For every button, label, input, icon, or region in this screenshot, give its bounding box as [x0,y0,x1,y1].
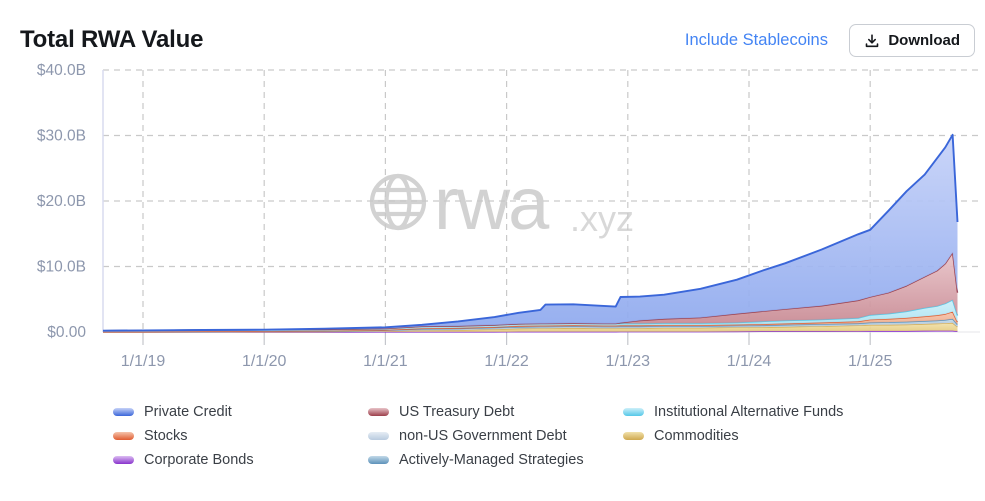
legend-label-inst_alt_funds: Institutional Alternative Funds [654,404,844,420]
download-button[interactable]: Download [849,24,975,57]
legend-item-non_us_gov[interactable]: non-US Government Debt [368,425,623,447]
legend-swatch-stocks [113,432,134,440]
legend-item-actively_managed[interactable]: Actively-Managed Strategies [368,449,623,471]
y-tick-label: $0.00 [47,324,86,341]
legend-label-corporate_bonds: Corporate Bonds [144,452,254,468]
line-private_credit [102,133,959,332]
legend-label-stocks: Stocks [144,428,188,444]
watermark: rwa .xyz [369,162,634,245]
globe-icon [369,173,427,231]
x-tick-label: 1/1/20 [242,353,287,370]
legend-swatch-actively_managed [368,456,389,464]
legend-item-us_treasury[interactable]: US Treasury Debt [368,401,623,423]
x-tick-label: 1/1/21 [363,353,408,370]
legend-item-commodities[interactable]: Commodities [623,425,943,447]
legend-label-non_us_gov: non-US Government Debt [399,428,567,444]
legend-swatch-private_credit [113,408,134,416]
legend-item-private_credit[interactable]: Private Credit [113,401,368,423]
legend-label-us_treasury: US Treasury Debt [399,404,515,420]
legend-item-stocks[interactable]: Stocks [113,425,368,447]
watermark-brand: rwa [434,162,550,245]
x-tick-label: 1/1/23 [606,353,651,370]
legend-swatch-commodities [623,432,644,440]
legend-swatch-non_us_gov [368,432,389,440]
x-tick-label: 1/1/19 [121,353,166,370]
page-title: Total RWA Value [20,26,204,53]
legend-item-inst_alt_funds[interactable]: Institutional Alternative Funds [623,401,943,423]
legend-swatch-us_treasury [368,408,389,416]
legend-item-corporate_bonds[interactable]: Corporate Bonds [113,449,368,471]
download-button-label: Download [888,32,960,49]
watermark-suffix: .xyz [570,198,634,239]
x-tick-label: 1/1/24 [727,353,772,370]
chart-legend: Private Credit US Treasury Debt Institutio… [113,401,943,471]
legend-swatch-corporate_bonds [113,456,134,464]
legend-label-actively_managed: Actively-Managed Strategies [399,452,584,468]
y-tick-label: $20.0B [37,193,86,210]
legend-label-commodities: Commodities [654,428,739,444]
include-stablecoins-link[interactable]: Include Stablecoins [684,31,828,49]
download-icon [864,33,880,49]
y-tick-label: $10.0B [37,259,86,276]
x-tick-label: 1/1/25 [848,353,893,370]
y-tick-label: $30.0B [37,128,86,145]
legend-swatch-inst_alt_funds [623,408,644,416]
legend-label-private_credit: Private Credit [144,404,232,420]
area-private_credit[interactable] [103,134,958,331]
area-commodities[interactable] [103,322,958,332]
y-tick-label: $40.0B [37,62,86,79]
x-tick-label: 1/1/22 [484,353,529,370]
area-inst_alt_funds[interactable] [103,299,958,332]
